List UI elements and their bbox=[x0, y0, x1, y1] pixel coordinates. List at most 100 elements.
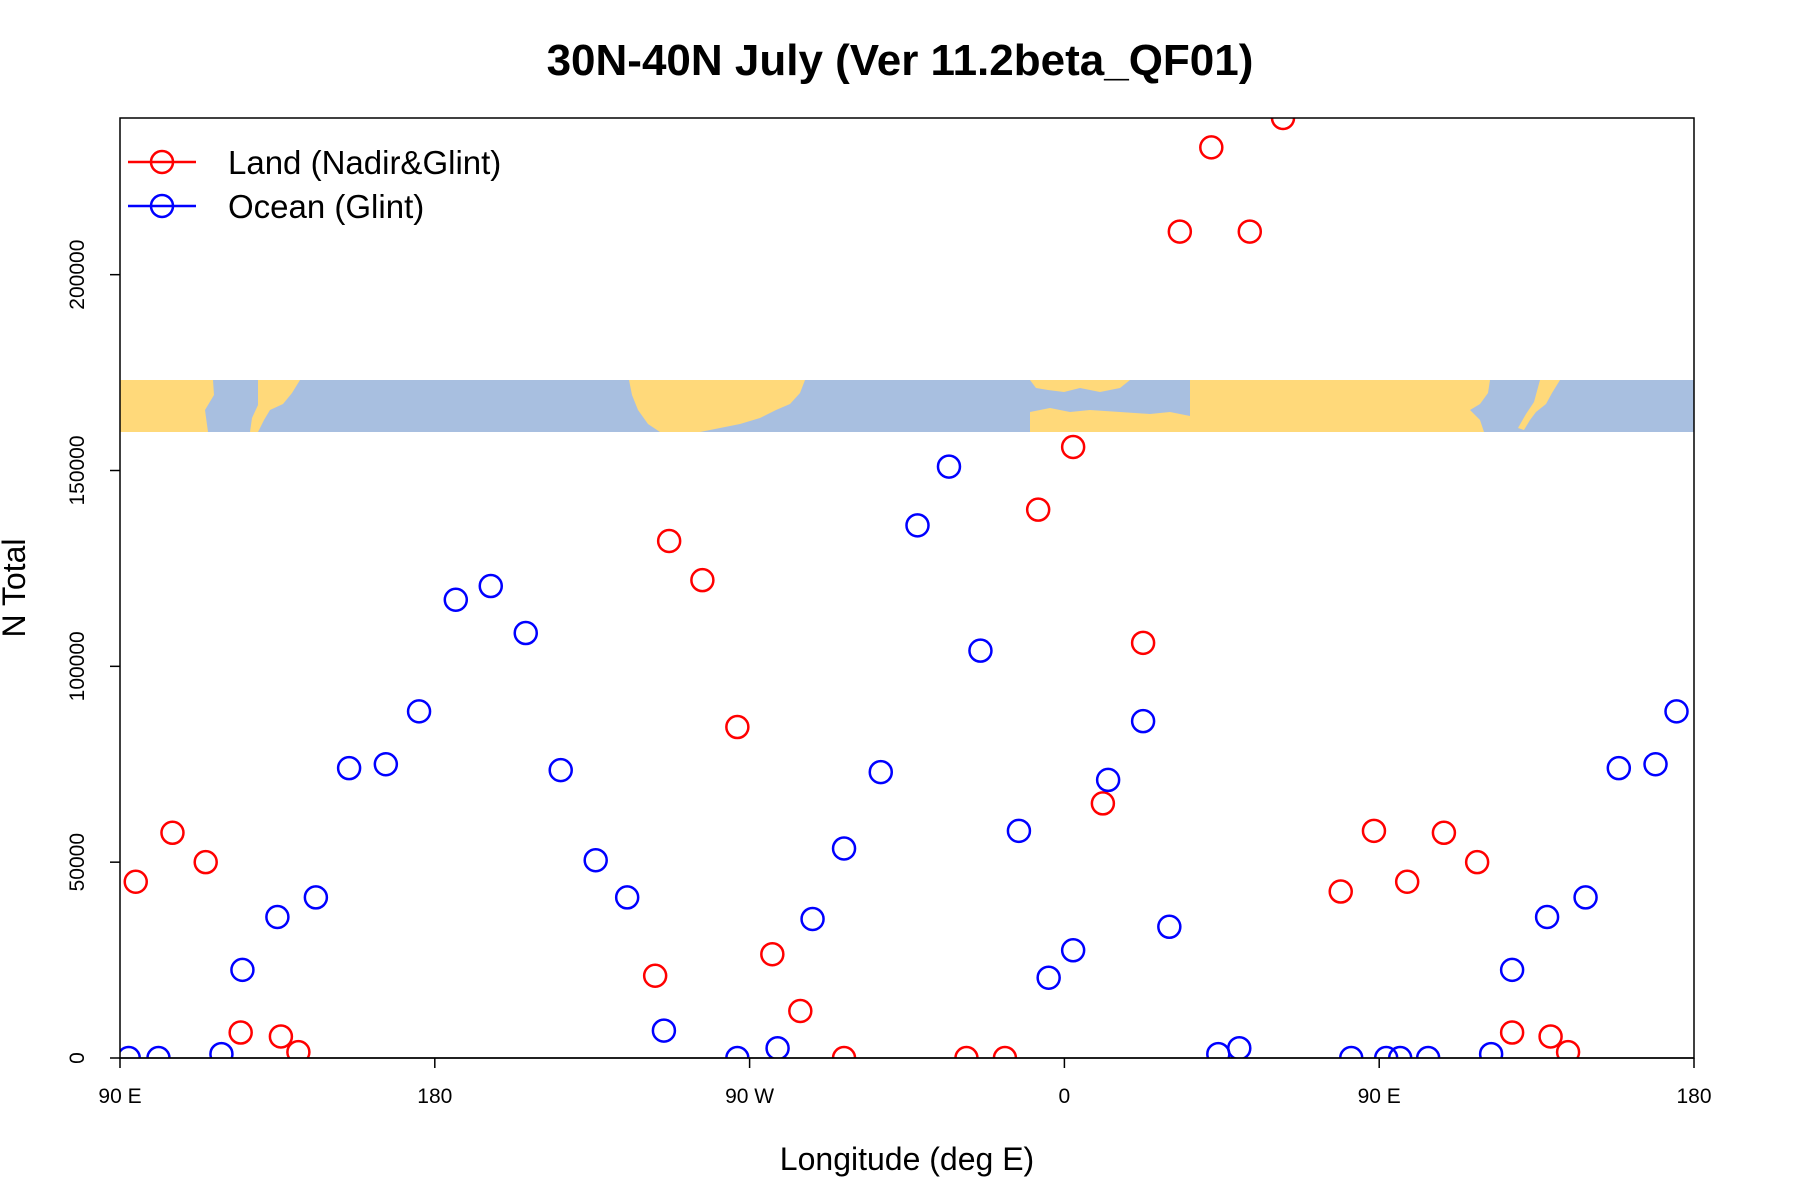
data-point-1-39 bbox=[1573, 885, 1598, 910]
data-point-1-3 bbox=[230, 957, 255, 983]
x-tick-label-0: 90 E bbox=[98, 1085, 141, 1108]
data-point-1-10 bbox=[478, 573, 504, 599]
data-point-1-11 bbox=[513, 620, 538, 646]
data-point-0-6 bbox=[642, 963, 668, 988]
data-point-1-42 bbox=[1664, 699, 1689, 724]
data-point-1-9 bbox=[443, 587, 469, 612]
data-point-0-12 bbox=[831, 1045, 857, 1058]
data-point-1-1 bbox=[146, 1045, 171, 1058]
data-point-0-27 bbox=[1464, 849, 1490, 875]
legend-marker-land bbox=[149, 149, 175, 175]
data-point-1-18 bbox=[800, 906, 825, 932]
data-point-1-8 bbox=[406, 699, 432, 724]
data-point-0-26 bbox=[1431, 820, 1457, 846]
data-point-0-3 bbox=[228, 1020, 253, 1045]
data-point-0-22 bbox=[1270, 118, 1296, 131]
x-tick-label-5: 180 bbox=[1676, 1085, 1711, 1108]
data-point-1-17 bbox=[765, 1035, 790, 1058]
data-point-0-24 bbox=[1361, 818, 1387, 844]
data-point-1-35 bbox=[1415, 1045, 1441, 1058]
data-point-1-5 bbox=[303, 885, 329, 910]
world-map-strip bbox=[120, 380, 1694, 432]
legend-label-ocean: Ocean (Glint) bbox=[228, 188, 424, 225]
data-point-0-4 bbox=[268, 1024, 294, 1049]
data-point-1-25 bbox=[1036, 965, 1061, 990]
data-point-0-16 bbox=[1060, 434, 1086, 460]
data-point-1-4 bbox=[265, 904, 290, 930]
data-point-0-17 bbox=[1090, 791, 1116, 816]
x-axis-label: Longitude (deg E) bbox=[780, 1141, 1034, 1177]
x-tick-label-4: 90 E bbox=[1358, 1085, 1401, 1108]
map-land bbox=[120, 380, 1560, 432]
y-axis-label: N Total bbox=[0, 538, 32, 637]
data-point-0-13 bbox=[954, 1045, 979, 1058]
data-point-1-19 bbox=[831, 836, 857, 861]
data-point-1-24 bbox=[1006, 818, 1032, 844]
data-point-1-38 bbox=[1534, 904, 1560, 930]
data-point-1-36 bbox=[1478, 1041, 1504, 1058]
data-point-1-7 bbox=[373, 752, 399, 777]
y-axis-ticks: 0 50000 100000 150000 200000 bbox=[66, 240, 120, 1064]
data-point-1-13 bbox=[583, 847, 608, 873]
data-point-1-37 bbox=[1499, 957, 1525, 983]
y-tick-label-2: 100000 bbox=[66, 631, 89, 701]
data-point-0-7 bbox=[656, 528, 682, 554]
x-tick-label-3: 0 bbox=[1059, 1085, 1071, 1108]
data-point-0-0 bbox=[123, 869, 148, 894]
legend-marker-ocean bbox=[149, 193, 175, 219]
data-point-1-29 bbox=[1157, 914, 1182, 940]
points-layer bbox=[120, 118, 1689, 1058]
data-point-1-0 bbox=[120, 1045, 141, 1058]
data-point-0-5 bbox=[286, 1039, 311, 1058]
data-point-1-31 bbox=[1227, 1035, 1252, 1058]
data-point-1-2 bbox=[209, 1041, 234, 1058]
data-point-0-1 bbox=[160, 820, 185, 846]
data-point-1-30 bbox=[1206, 1041, 1231, 1058]
data-point-1-34 bbox=[1387, 1045, 1413, 1058]
data-point-1-20 bbox=[868, 759, 894, 785]
y-tick-label-1: 50000 bbox=[66, 833, 89, 891]
data-point-0-28 bbox=[1499, 1020, 1525, 1045]
data-point-1-40 bbox=[1606, 755, 1632, 781]
series-1 bbox=[120, 454, 1689, 1058]
plot-frame bbox=[119, 117, 1695, 1059]
y-tick-label-4: 200000 bbox=[66, 240, 89, 310]
data-point-1-33 bbox=[1373, 1045, 1399, 1058]
data-point-1-15 bbox=[651, 1018, 677, 1043]
data-point-1-12 bbox=[548, 757, 573, 783]
data-point-1-16 bbox=[725, 1045, 750, 1058]
y-tick-label-3: 150000 bbox=[66, 435, 89, 505]
data-point-1-6 bbox=[336, 755, 362, 781]
data-point-1-14 bbox=[614, 885, 640, 910]
data-point-1-28 bbox=[1130, 708, 1156, 734]
data-point-0-9 bbox=[725, 714, 750, 740]
chart-title: 30N-40N July (Ver 11.2beta_QF01) bbox=[547, 36, 1254, 85]
data-point-0-18 bbox=[1130, 630, 1156, 656]
data-point-0-14 bbox=[992, 1045, 1018, 1058]
data-point-1-41 bbox=[1643, 752, 1668, 777]
data-point-0-20 bbox=[1199, 135, 1224, 160]
x-axis-ticks: 90 E 180 90 W 0 90 E 180 bbox=[98, 1058, 1712, 1108]
data-point-1-26 bbox=[1060, 938, 1086, 963]
data-point-1-32 bbox=[1338, 1045, 1364, 1058]
data-point-1-23 bbox=[968, 638, 993, 663]
data-point-0-19 bbox=[1167, 219, 1193, 244]
legend: Land (Nadir&Glint) Ocean (Glint) bbox=[128, 144, 501, 225]
data-point-0-23 bbox=[1328, 879, 1353, 904]
data-point-1-27 bbox=[1095, 767, 1121, 793]
data-point-0-10 bbox=[760, 941, 785, 967]
data-point-1-22 bbox=[936, 454, 962, 479]
data-point-0-8 bbox=[690, 567, 715, 593]
x-tick-label-1: 180 bbox=[417, 1085, 452, 1108]
data-point-0-30 bbox=[1555, 1039, 1581, 1058]
data-point-1-21 bbox=[905, 513, 930, 538]
data-point-0-15 bbox=[1025, 497, 1051, 522]
data-point-0-11 bbox=[788, 998, 813, 1024]
data-point-0-2 bbox=[193, 849, 218, 875]
x-tick-label-2: 90 W bbox=[725, 1085, 774, 1108]
y-tick-label-0: 0 bbox=[66, 1052, 89, 1064]
data-point-0-21 bbox=[1237, 219, 1263, 244]
legend-label-land: Land (Nadir&Glint) bbox=[228, 144, 501, 181]
series-0 bbox=[123, 118, 1581, 1058]
